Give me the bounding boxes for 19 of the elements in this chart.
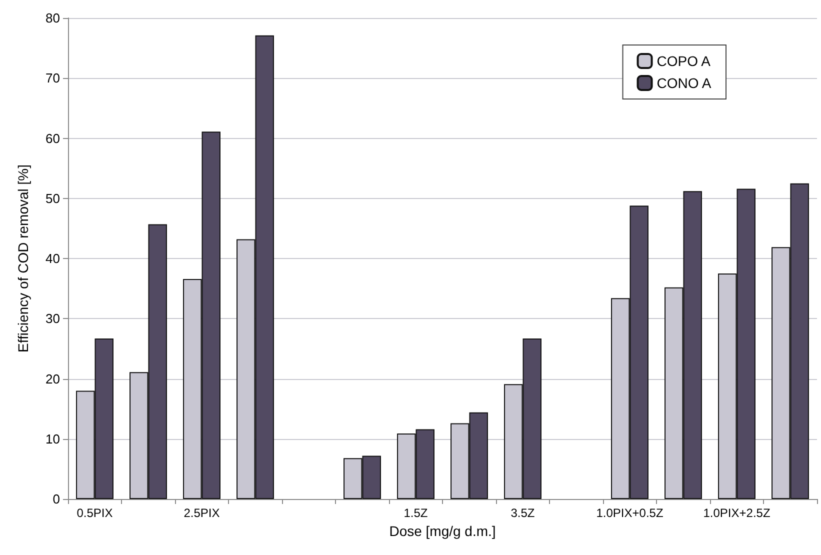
- legend-label: COPO A: [656, 53, 712, 69]
- y-tick-label: 80: [46, 10, 60, 26]
- y-tick-label: 60: [46, 130, 60, 146]
- x-tick-label: 2.5PIX: [184, 506, 220, 520]
- y-tick-label: 0: [52, 492, 60, 506]
- y-tick-label: 30: [46, 311, 60, 326]
- y-tick-label: 20: [46, 371, 60, 386]
- x-tick-label: 1.0PIX+2.5Z: [703, 506, 770, 520]
- x-tick-label: 1.0PIX+0.5Z: [596, 506, 664, 520]
- x-tick-label: 3.5Z: [510, 506, 535, 520]
- x-tick-label: 0.5PIX: [76, 506, 113, 520]
- y-tick-label: 70: [46, 70, 60, 86]
- y-tick-label: 50: [46, 190, 60, 206]
- y-tick-label: 40: [46, 251, 60, 266]
- y-axis-title: Efficiency of COD removal [%]: [15, 164, 31, 353]
- y-tick-label: 10: [46, 431, 60, 446]
- legend-label: CONO A: [656, 75, 712, 91]
- x-tick-label: 1.5Z: [404, 506, 428, 520]
- x-axis-title: Dose [mg/g d.m.]: [389, 522, 496, 539]
